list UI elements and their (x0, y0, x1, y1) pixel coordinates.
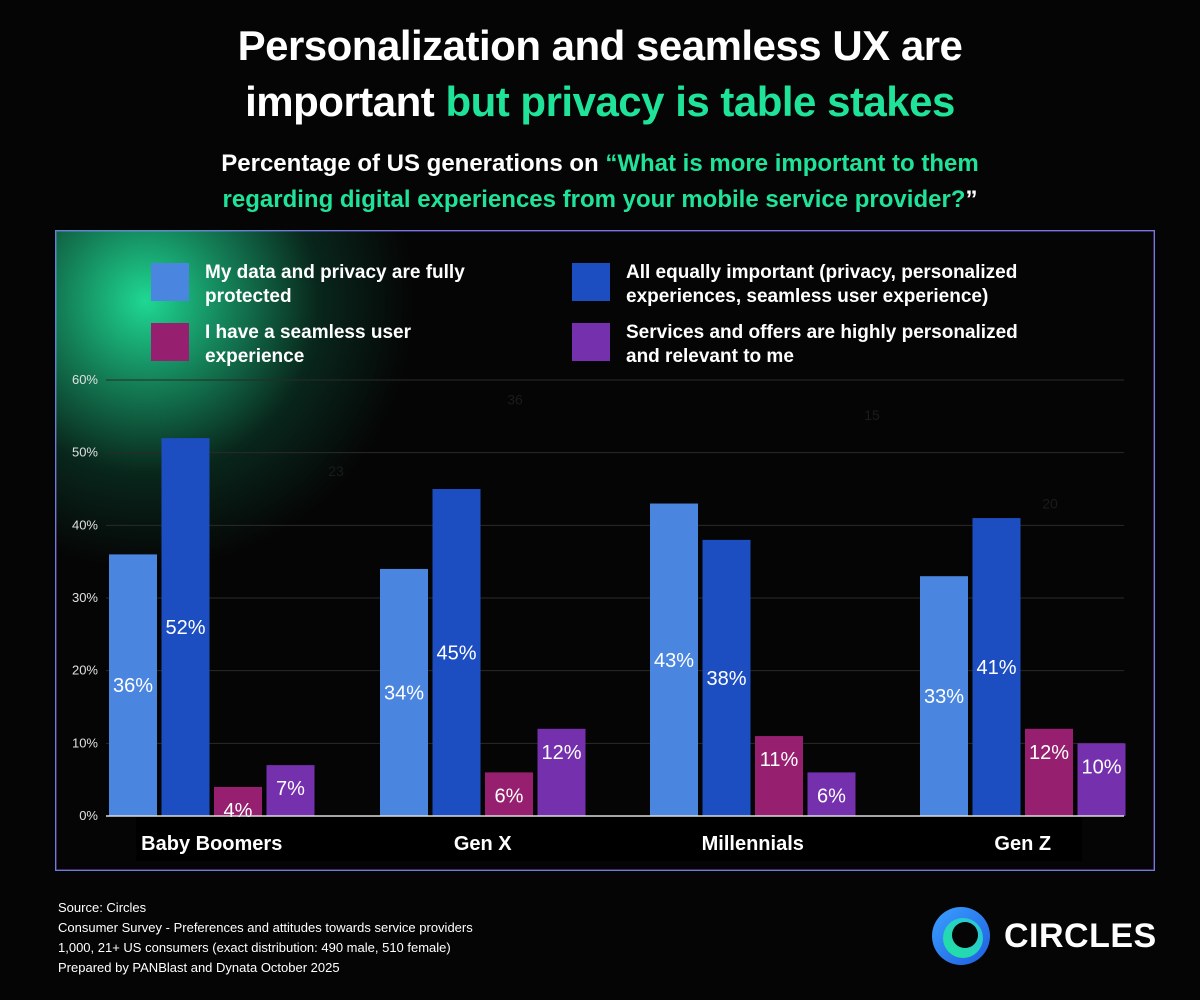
legend-swatch-privacy (151, 263, 189, 301)
source-line-4: Prepared by PANBlast and Dynata October … (58, 960, 340, 975)
title-line-1: Personalization and seamless UX are (237, 22, 963, 69)
bar-seamless-gen-x (485, 772, 533, 816)
category-label: Baby Boomers (141, 833, 282, 855)
y-tick-label: 0% (79, 808, 98, 823)
title-line-2: important but privacy is table stakes (0, 74, 1200, 130)
brand-logo: CIRCLES (930, 905, 1157, 967)
bar-data-label: 38% (706, 668, 746, 690)
bar-privacy-millennials (650, 503, 698, 816)
legend-swatch-personalized (572, 323, 610, 361)
bar-all-equal-gen-z (972, 518, 1021, 816)
bar-data-label: 7% (276, 778, 305, 800)
y-tick-label: 50% (72, 445, 98, 460)
bar-data-label: 33% (924, 686, 964, 708)
legend-swatch-all-equal (572, 263, 610, 301)
bar-all-equal-baby-boomers (161, 438, 210, 816)
category-label: Gen X (454, 833, 512, 855)
subtitle-question-part-2: regarding digital experiences from your … (222, 186, 966, 213)
y-tick-label: 60% (72, 372, 98, 387)
bar-personalized-gen-x (537, 728, 586, 816)
y-tick-label: 30% (72, 590, 98, 605)
bar-data-label: 52% (165, 617, 205, 639)
bar-data-label: 12% (541, 742, 581, 764)
subtitle-line-2: regarding digital experiences from your … (0, 182, 1200, 218)
source-line-1: Source: Circles (58, 900, 147, 915)
title-line-2-plain: important (245, 78, 446, 125)
bar-seamless-millennials (755, 736, 803, 816)
subtitle-line-1: Percentage of US generations on “What is… (0, 146, 1200, 182)
bar-data-label: 45% (436, 643, 476, 665)
legend-item-all-equal: All equally important (privacy, personal… (572, 261, 1017, 309)
stray-label: 20 (1042, 496, 1058, 512)
bar-data-label: 4% (224, 800, 253, 822)
y-tick-label: 20% (72, 663, 98, 678)
source-notes: Source: Circles Consumer Survey - Prefer… (58, 898, 473, 978)
category-label: Millennials (702, 833, 804, 855)
legend-label-all-equal-line-1: All equally important (privacy, personal… (626, 262, 1018, 283)
legend-label-personalized-line-1: Services and offers are highly personali… (626, 322, 1018, 343)
legend-label-personalized-line-2: and relevant to me (626, 346, 794, 367)
bar-data-label: 34% (384, 682, 424, 704)
stray-label: 23 (328, 463, 344, 479)
bar-seamless-gen-z (1025, 728, 1073, 816)
category-label-band (136, 817, 1082, 861)
page-title: Personalization and seamless UX are impo… (0, 18, 1200, 130)
bar-data-label: 10% (1081, 756, 1121, 778)
legend-label-privacy-line-1: My data and privacy are fully (205, 262, 465, 283)
source-line-3: 1,000, 21+ US consumers (exact distribut… (58, 940, 451, 955)
chart-frame: My data and privacy are fully protected … (55, 230, 1155, 871)
y-tick-label: 40% (72, 517, 98, 532)
legend-label-seamless-line-1: I have a seamless user (205, 322, 411, 343)
bar-data-label: 6% (817, 785, 846, 807)
bar-privacy-gen-z (920, 576, 968, 816)
legend-label-privacy-line-2: protected (205, 286, 292, 307)
bar-personalized-millennials (807, 772, 856, 816)
legend-item-seamless: I have a seamless user experience (151, 321, 411, 369)
bar-seamless-baby-boomers (214, 786, 262, 816)
subtitle-close-quote: ” (965, 186, 978, 213)
subtitle-plain: Percentage of US generations on (221, 150, 606, 177)
bar-personalized-gen-z (1077, 743, 1126, 816)
bar-data-label: 41% (976, 657, 1016, 679)
bar-all-equal-millennials (702, 539, 751, 816)
title-line-2-accent: but privacy is table stakes (445, 78, 955, 125)
bar-all-equal-gen-x (432, 489, 481, 816)
source-line-2: Consumer Survey - Preferences and attitu… (58, 920, 473, 935)
bar-chart: 0% 10% 20% 30% 40% 50% 60% 36% 34% 43% 33% 52% 45% 38… (72, 372, 1126, 861)
legend-item-privacy: My data and privacy are fully protected (151, 261, 465, 309)
legend-item-personalized: Services and offers are highly personali… (572, 321, 1018, 369)
bar-data-label: 12% (1029, 742, 1069, 764)
page-subtitle: Percentage of US generations on “What is… (0, 146, 1200, 218)
circles-logo-icon (932, 907, 990, 965)
category-label: Gen Z (994, 833, 1051, 855)
y-tick-label: 10% (72, 735, 98, 750)
subtitle-open-quote: “ (605, 150, 618, 177)
bar-data-label: 11% (760, 749, 799, 771)
stray-label: 36 (507, 392, 523, 408)
brand-name: CIRCLES (1004, 916, 1157, 955)
bar-data-label: 36% (113, 675, 153, 697)
bar-data-label: 43% (654, 650, 694, 672)
legend-swatch-seamless (151, 323, 189, 361)
stray-label: 15 (864, 407, 880, 423)
bar-privacy-gen-x (380, 568, 428, 816)
bar-privacy-baby-boomers (109, 554, 157, 816)
bar-data-label: 6% (495, 785, 524, 807)
bar-personalized-baby-boomers (266, 765, 315, 816)
legend-label-seamless-line-2: experience (205, 346, 305, 367)
legend-label-all-equal-line-2: experiences, seamless user experience) (626, 286, 989, 307)
subtitle-question-part-1: What is more important to them (617, 150, 979, 177)
